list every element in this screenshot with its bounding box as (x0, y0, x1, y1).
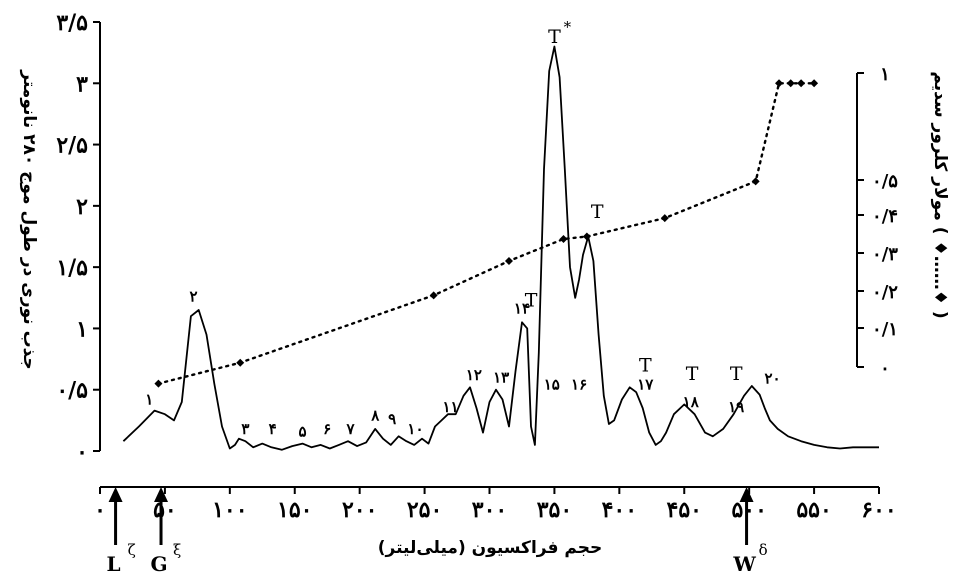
x-tick-label: ۰ (94, 497, 106, 523)
nacl-point (236, 358, 245, 367)
peak-number-label: ۱۴ (514, 300, 530, 318)
peak-number-label: ۶ (323, 420, 331, 438)
nacl-point (751, 177, 760, 186)
axes-group: ۰۰/۵۱۱/۵۲۲/۵۳۳/۵۰ ۵۰ ۱۰۰ ۱۵۰ ۲۰۰ ۲۵۰ ۳۰۰ ۳۵۰ ۴۰۰… (56, 10, 898, 523)
peak-number-label: ۱۲ (466, 366, 482, 384)
nacl-point (660, 214, 669, 223)
peak-t-label: T (686, 363, 699, 385)
y2-tick-label: ۰/۳ (872, 244, 898, 265)
marker-superscript: ξ (173, 541, 181, 559)
peak-number-label: ۱۸ (683, 393, 700, 411)
x-tick-label: ۱۰۰ (212, 497, 247, 523)
marker-arrow-head (739, 487, 754, 502)
x-tick-label: ۶۰۰ (861, 497, 896, 523)
y2-tick-label: ۰/۵ (872, 171, 898, 192)
peak-number-label: ۹ (388, 410, 396, 428)
nacl-point (429, 291, 438, 300)
nacl-point (797, 79, 806, 88)
y-tick-label: ۱/۵ (56, 255, 88, 281)
marker-label: L (107, 552, 121, 574)
absorbance-series (122, 45, 879, 451)
y2-tick-label: ۰/۴ (872, 206, 898, 227)
y-axis-title: جذب نوری در طول موج ۲۸۰ نانومتر (19, 69, 39, 369)
marker-superscript: ζ (128, 541, 136, 559)
y2-tick-label: ۰ (880, 358, 890, 379)
peak-number-label: * (564, 18, 572, 36)
peak-number-label: ۱۰ (407, 420, 423, 438)
y-tick-label: ۳ (76, 71, 88, 97)
peak-t-label: T (730, 363, 743, 385)
peak-number-label: ۱۹ (728, 398, 744, 416)
nacl-series (154, 79, 819, 388)
peak-t-label: T (525, 289, 538, 311)
marker-superscript: δ (759, 541, 768, 559)
peak-number-label: ۱۱ (442, 398, 458, 416)
y2-tick-label: ۰/۱ (872, 319, 898, 340)
peak-number-label: ۲۰ (764, 370, 780, 388)
peak-number-label: ۳ (241, 420, 249, 438)
y-tick-label: ۲/۵ (56, 133, 88, 159)
x-tick-label: ۲۰۰ (342, 497, 377, 523)
marker-label: W (732, 552, 756, 574)
y-tick-label: ۱ (76, 316, 88, 342)
x-tick-label: ۳۰۰ (472, 497, 507, 523)
nacl-point (504, 257, 513, 266)
x-axis-title: حجم فراکسیون (میلی‌لیتر) (378, 538, 602, 558)
peak-number-label: ۵ (299, 422, 307, 440)
y2-tick-label: ۰/۲ (872, 282, 898, 303)
peak-t-label: T (639, 354, 652, 376)
nacl-point (559, 234, 568, 243)
peak-number-label: ۱ (145, 390, 153, 408)
nacl-point (582, 232, 591, 241)
marker-arrow-head (154, 487, 169, 502)
nacl-point (810, 79, 819, 88)
peak-number-label: ۱۳ (493, 368, 509, 386)
peak-number-label: ۴ (269, 420, 277, 438)
nacl-point (775, 79, 784, 88)
peak-number-label: ۱۵ (544, 376, 560, 394)
peak-t-label: T (548, 26, 561, 48)
absorbance-line (122, 45, 879, 451)
peak-t-label: T (591, 201, 604, 223)
nacl-gradient-line (157, 82, 816, 385)
x-tick-label: ۵۰ (153, 497, 177, 523)
x-tick-label: ۳۵۰ (537, 497, 572, 523)
x-tick-label: ۴۰۰ (602, 497, 637, 523)
y-tick-label: ۲ (76, 194, 88, 220)
x-tick-label: ۵۵۰ (796, 497, 831, 523)
marker-label: G (150, 552, 167, 574)
nacl-point (786, 79, 795, 88)
y-tick-label: ۳/۵ (56, 10, 88, 36)
marker-arrow-head (108, 487, 123, 502)
y2-axis-title: مولار کلرور سدیم ( ♦……♦ ) (930, 71, 950, 318)
y-tick-label: ۰/۵ (56, 378, 88, 404)
y-tick-label: ۰ (76, 439, 88, 465)
x-tick-label: ۲۵۰ (407, 497, 442, 523)
peak-number-label: ۱۶ (571, 376, 587, 394)
peak-number-label: ۷ (346, 420, 356, 438)
peak-number-label: ۲ (189, 287, 197, 305)
peak-number-label: ۸ (370, 406, 380, 424)
x-tick-label: ۴۵۰ (667, 497, 702, 523)
y2-tick-label: ۱ (880, 64, 890, 85)
peak-number-label: ۱۷ (637, 376, 654, 394)
nacl-point (154, 379, 163, 388)
x-tick-label: ۱۵۰ (277, 497, 312, 523)
